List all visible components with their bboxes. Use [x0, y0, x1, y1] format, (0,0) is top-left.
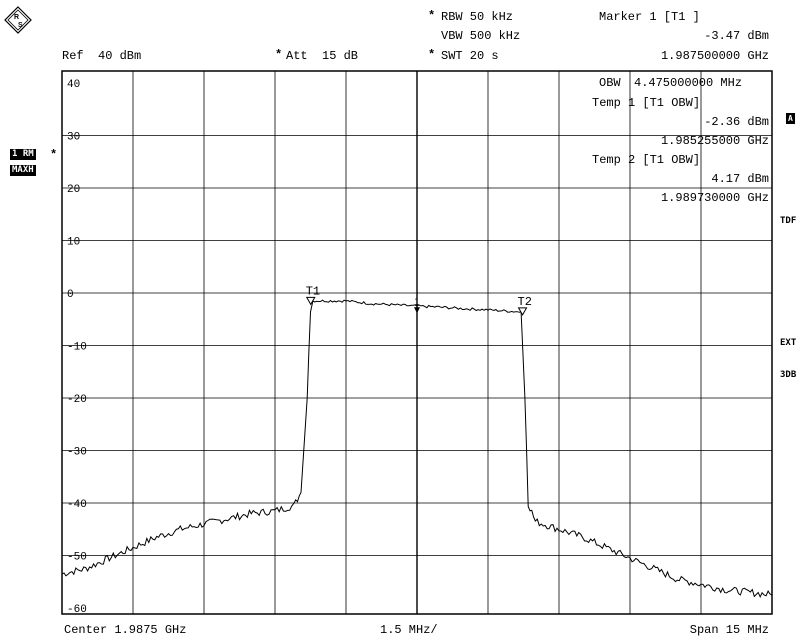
- 3db-indicator: 3DB: [780, 370, 797, 380]
- swt-label: SWT 20 s: [441, 49, 499, 63]
- svg-text:R: R: [14, 14, 19, 21]
- y-tick-label: 40: [67, 79, 80, 91]
- tdf-indicator: TDF: [780, 216, 797, 226]
- span: Span 15 MHz: [689, 623, 769, 637]
- trace-mode-tag: 1 RM: [10, 149, 36, 160]
- marker-1-label: 1: [414, 298, 419, 308]
- y-tick-label: -30: [67, 447, 87, 459]
- marker-level: -3.47 dBm: [704, 29, 769, 43]
- obw-value: 4.475000000 MHz: [634, 76, 743, 90]
- trace-a-tag: A: [786, 113, 795, 124]
- span-per-division: 1.5 MHz/: [380, 623, 438, 637]
- y-tick-label: -10: [67, 342, 87, 354]
- marker-t1-triangle: [305, 296, 316, 306]
- marker-t2-triangle: [517, 307, 528, 316]
- temp2-label: Temp 2 [T1 OBW]: [592, 153, 701, 167]
- y-tick-label: 20: [67, 184, 80, 196]
- trace-star: *: [50, 148, 58, 162]
- y-tick-label: -50: [67, 552, 87, 564]
- y-tick-label: 10: [67, 237, 80, 249]
- marker-frequency: 1.987500000 GHz: [660, 49, 769, 63]
- marker-1-triangle: [414, 307, 420, 314]
- marker-t1-label: T1: [306, 284, 320, 298]
- temp1-frequency: 1.985255000 GHz: [660, 134, 769, 148]
- rbw-star: *: [428, 9, 436, 23]
- att-star: *: [275, 48, 283, 62]
- swt-star: *: [428, 48, 436, 62]
- y-tick-label: 0: [67, 289, 74, 301]
- svg-text:S: S: [18, 22, 23, 29]
- y-tick-label: 30: [67, 132, 80, 144]
- y-tick-label: -40: [67, 499, 87, 511]
- y-tick-label: -60: [67, 604, 87, 616]
- temp2-level: 4.17 dBm: [711, 172, 769, 186]
- ext-indicator: EXT: [780, 338, 797, 348]
- y-tick-label: -20: [67, 394, 87, 406]
- detector-tag: MAXH: [10, 165, 36, 176]
- temp1-level: -2.36 dBm: [704, 115, 769, 129]
- center-frequency: Center 1.9875 GHz: [64, 623, 187, 637]
- temp1-label: Temp 1 [T1 OBW]: [592, 96, 701, 110]
- rs-logo: R S: [4, 6, 32, 34]
- rbw-label: RBW 50 kHz: [441, 10, 514, 24]
- attenuation: Att 15 dB: [286, 49, 359, 63]
- marker-title: Marker 1 [T1 ]: [599, 10, 700, 24]
- marker-t2-label: T2: [518, 295, 532, 309]
- temp2-frequency: 1.989730000 GHz: [660, 191, 769, 205]
- trace-line: [61, 299, 773, 598]
- ref-level: Ref 40 dBm: [62, 49, 142, 63]
- obw-label: OBW: [599, 76, 621, 90]
- vbw-label: VBW 500 kHz: [441, 29, 521, 43]
- plot-area: 40 30 20 10 0 -10 -20 -30 -40 -50 -60 T1 1 T2: [61, 70, 773, 616]
